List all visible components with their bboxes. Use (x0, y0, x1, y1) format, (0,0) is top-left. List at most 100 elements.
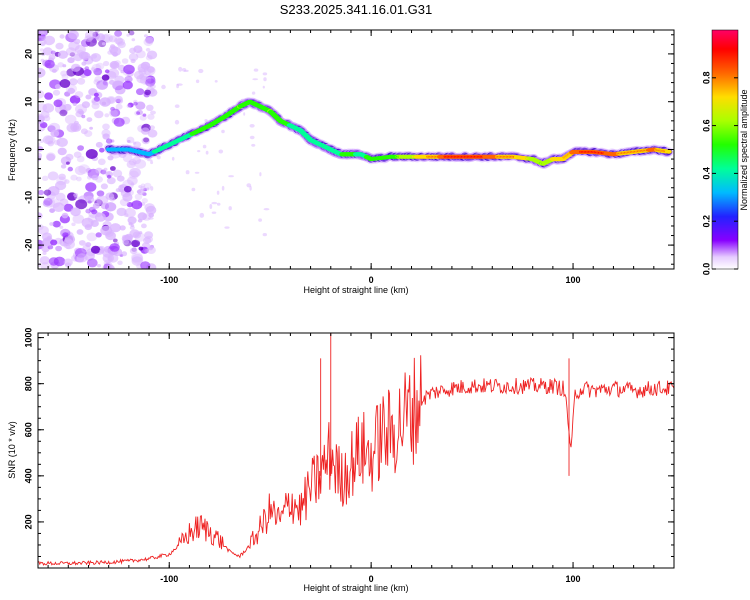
noise-blob (140, 186, 146, 191)
noise-blob (74, 165, 86, 176)
noise-blob (262, 233, 267, 237)
noise-blob (249, 135, 255, 140)
noise-blob (150, 160, 154, 165)
noise-blob (88, 206, 96, 213)
noise-blob (134, 193, 143, 200)
noise-blob (129, 247, 138, 255)
y-tick-label: 800 (23, 376, 33, 391)
noise-blob (49, 208, 55, 214)
noise-blob (77, 77, 86, 85)
noise-blob (40, 42, 46, 47)
noise-blob (115, 103, 123, 110)
noise-blob (85, 209, 90, 213)
noise-blob (146, 77, 152, 82)
noise-blob (176, 83, 183, 86)
noise-blob (116, 207, 127, 217)
noise-blob (64, 114, 77, 125)
noise-blob (145, 47, 151, 52)
noise-blob (96, 195, 109, 206)
noise-blob (62, 64, 67, 68)
y-tick-label: -10 (23, 191, 33, 204)
noise-blob (38, 67, 46, 78)
noise-blob (171, 156, 175, 161)
noise-blob (57, 62, 64, 68)
noise-blob (87, 200, 92, 204)
noise-blob (249, 124, 255, 128)
noise-blob (131, 239, 141, 248)
noise-blob (105, 138, 113, 144)
noise-blob (62, 232, 69, 238)
noise-blob (59, 109, 68, 117)
noise-blob (43, 35, 55, 46)
noise-blob (60, 70, 68, 77)
noise-blob (81, 101, 90, 109)
noise-blob (144, 89, 152, 96)
noise-blob (144, 231, 154, 239)
noise-blob (97, 264, 101, 268)
x-tick-label: -100 (160, 275, 178, 285)
noise-blob (70, 63, 81, 72)
noise-blob (130, 224, 135, 227)
noise-blob (83, 69, 92, 77)
noise-blob (57, 50, 68, 59)
noise-blob (90, 245, 101, 254)
noise-blob (95, 232, 102, 238)
noise-blob (209, 204, 213, 209)
noise-blob (145, 54, 153, 61)
noise-blob (59, 225, 64, 229)
noise-blob (198, 68, 204, 74)
noise-blob (72, 214, 85, 224)
noise-blob (131, 252, 143, 263)
noise-blob (108, 109, 118, 118)
noise-blob (80, 74, 86, 78)
noise-blob (141, 198, 148, 204)
noise-blob (123, 185, 132, 193)
noise-blob (38, 115, 45, 124)
noise-blob (197, 150, 201, 153)
noise-blob (109, 243, 120, 252)
noise-blob (119, 185, 124, 189)
noise-blob (85, 242, 92, 248)
noise-blob (147, 66, 155, 73)
noise-blob (144, 182, 152, 189)
noise-blob (136, 189, 142, 194)
noise-blob (107, 155, 114, 161)
noise-blob (84, 35, 93, 42)
noise-blob (73, 53, 83, 62)
noise-blob (131, 256, 143, 266)
noise-blob (161, 84, 166, 90)
noise-blob (144, 34, 148, 38)
noise-blob (86, 258, 98, 268)
noise-blob (38, 155, 42, 162)
noise-blob (72, 102, 77, 107)
noise-blob (44, 59, 55, 69)
noise-blob (228, 206, 232, 211)
noise-blob (75, 104, 87, 115)
noise-blob (126, 33, 130, 37)
noise-blob (145, 78, 156, 87)
noise-blob (46, 153, 56, 161)
noise-blob (142, 113, 147, 117)
noise-blob (133, 45, 143, 53)
noise-blob (218, 149, 224, 154)
noise-blob (114, 75, 125, 84)
noise-blob (84, 130, 93, 138)
noise-blob (63, 239, 75, 250)
colorbar-tick-label: 0.0 (701, 263, 711, 276)
noise-blob (53, 202, 65, 212)
noise-blob (122, 154, 133, 163)
noise-blob (216, 190, 220, 195)
noise-blob (95, 212, 102, 218)
noise-blob (115, 188, 121, 193)
noise-blob (79, 110, 85, 115)
noise-blob (99, 97, 111, 107)
noise-blob (124, 207, 136, 218)
noise-blob (252, 78, 259, 81)
noise-blob (182, 68, 187, 72)
noise-blob (147, 159, 153, 162)
noise-blob (136, 88, 145, 96)
noise-blob (76, 253, 88, 263)
snr-panel: -100 0 100 200 400 600 800 1000 Height of strai… (7, 328, 675, 593)
noise-blob (174, 104, 180, 108)
noise-blob (110, 44, 116, 49)
